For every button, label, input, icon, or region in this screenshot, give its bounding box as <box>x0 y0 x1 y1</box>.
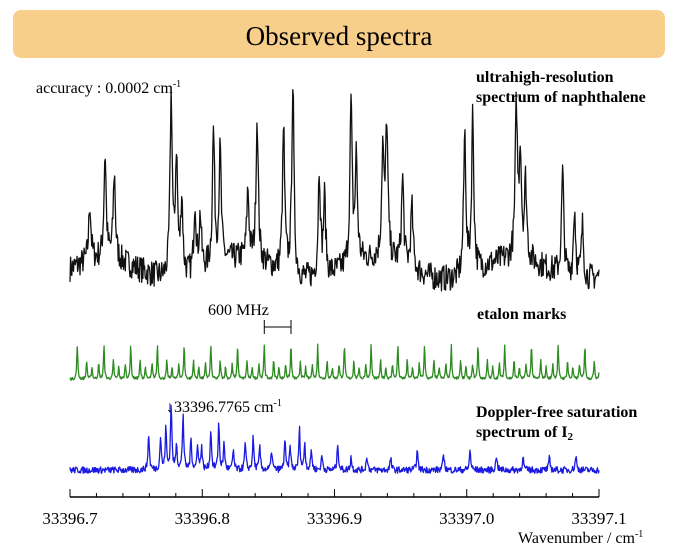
naphthalene-label: ultrahigh-resolution spectrum of naphtha… <box>476 68 646 108</box>
accuracy-label: accuracy : 0.0002 cm-1 <box>36 80 181 98</box>
x-tick-label: 33397.1 <box>571 509 626 528</box>
chart-title: Observed spectra <box>245 20 433 51</box>
doppler-label: Doppler-free saturation spectrum of I2 <box>476 403 637 443</box>
naphthalene-label-line2: spectrum of naphthalene <box>476 89 646 106</box>
x-tick-label: 33397.0 <box>439 509 494 528</box>
x-axis-label-text: Wavenumber / cm <box>518 530 635 547</box>
marker-sup: -1 <box>273 398 282 409</box>
marker-value: 33396.7765 cm <box>174 399 274 416</box>
spacing-bracket <box>263 320 292 334</box>
doppler-label-sub: 2 <box>567 431 574 443</box>
iodine-series <box>69 404 600 474</box>
doppler-label-line1: Doppler-free saturation <box>476 404 638 421</box>
x-tick-label: 33396.7 <box>42 509 98 528</box>
x-tick-label: 33396.8 <box>175 509 230 528</box>
etalon-label: etalon marks <box>477 306 567 323</box>
accuracy-text: accuracy : 0.0002 cm <box>36 80 173 97</box>
naphthalene-series <box>69 86 600 292</box>
spectra-series <box>69 86 600 474</box>
spacing-label: 600 MHz <box>208 302 269 319</box>
doppler-label-line2: spectrum of I <box>476 424 568 441</box>
x-axis-label: Wavenumber / cm-1 <box>518 530 643 548</box>
marker-arrow-icon: ↓ <box>166 399 174 416</box>
x-tick-label: 33396.9 <box>307 509 362 528</box>
x-axis: 33396.7 33396.8 33396.9 33397.0 33397.1 <box>42 489 627 528</box>
accuracy-sup: -1 <box>172 79 182 90</box>
x-axis-label-sup: -1 <box>634 529 644 540</box>
title-banner: Observed spectra <box>13 10 665 58</box>
marker-label: ↓33396.7765 cm-1 <box>166 399 282 417</box>
naphthalene-label-line1: ultrahigh-resolution <box>476 69 614 86</box>
etalon-series <box>69 343 600 381</box>
